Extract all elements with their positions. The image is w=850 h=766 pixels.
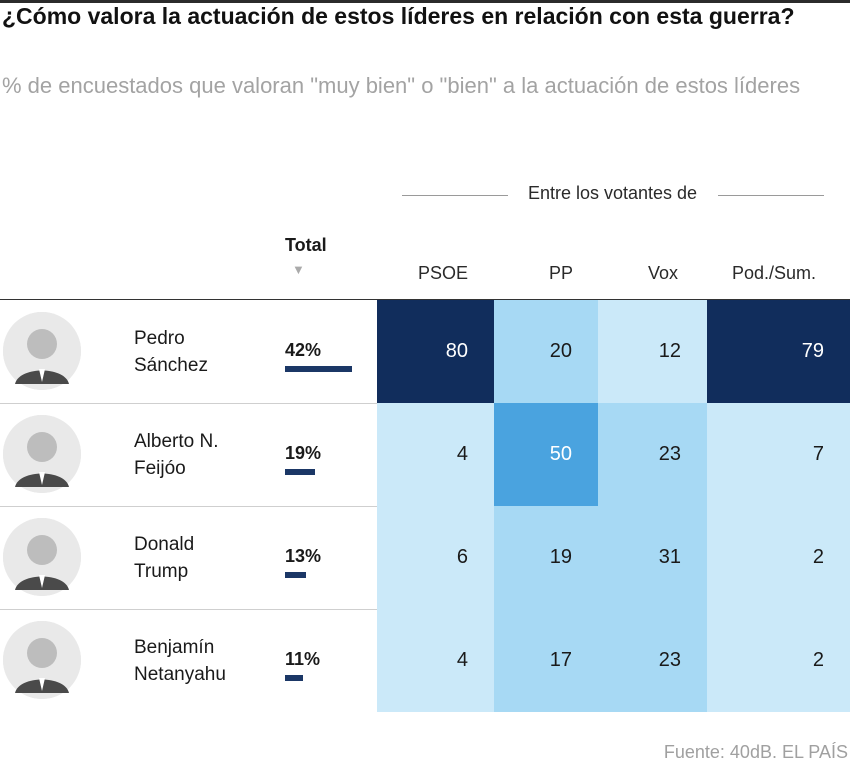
total-percent: 42% [285, 340, 322, 360]
cell-pp: 19 [494, 506, 598, 609]
column-header-psoe: PSOE [418, 263, 469, 283]
leader-name-line2: Sánchez [134, 355, 208, 376]
total-bar [285, 366, 352, 372]
total-bar [285, 469, 315, 475]
cell-value: 79 [801, 340, 824, 362]
cell-value: 2 [812, 649, 824, 671]
cell-podsum: 7 [707, 403, 850, 506]
chart-title: ¿Cómo valora la actuación de estos líder… [2, 3, 795, 29]
cell-podsum: 2 [707, 609, 850, 712]
cell-podsum: 2 [707, 506, 850, 609]
leader-name-line1: Donald [134, 534, 195, 555]
row-divider [0, 299, 850, 300]
cell-value: 4 [456, 649, 468, 671]
total-header[interactable]: Total [285, 235, 327, 255]
cell-value: 6 [456, 546, 468, 568]
cell-podsum: 79 [707, 300, 850, 403]
cell-value: 23 [658, 649, 681, 671]
column-header-podsum: Pod./Sum. [732, 263, 817, 283]
leader-name-line2: Netanyahu [134, 664, 226, 685]
cell-value: 12 [658, 340, 681, 362]
cell-value: 20 [549, 340, 572, 362]
group-rule-right [718, 195, 824, 196]
source-note: Fuente: 40dB. EL PAÍS [663, 742, 848, 762]
cell-psoe: 80 [377, 300, 494, 403]
cell-pp: 17 [494, 609, 598, 712]
cell-psoe: 4 [377, 609, 494, 712]
cell-psoe: 4 [377, 403, 494, 506]
total-percent: 11% [285, 649, 321, 669]
cell-pp: 50 [494, 403, 598, 506]
cell-value: 50 [549, 443, 572, 465]
cell-value: 19 [549, 546, 572, 568]
top-rule [0, 0, 850, 3]
cell-vox: 23 [598, 609, 707, 712]
chart-subtitle: % de encuestados que valoran "muy bien" … [2, 73, 801, 98]
leader-name-line1: Pedro [134, 328, 185, 349]
total-percent: 19% [285, 443, 322, 463]
cell-value: 7 [812, 443, 824, 465]
cell-pp: 20 [494, 300, 598, 403]
cell-psoe: 6 [377, 506, 494, 609]
leader-photo-icon [3, 312, 81, 390]
group-rule-left [402, 195, 508, 196]
cell-vox: 23 [598, 403, 707, 506]
leader-name-line2: Trump [134, 561, 189, 582]
sort-down-icon: ▼ [292, 262, 305, 277]
cell-value: 80 [445, 340, 468, 362]
leader-photo-icon [3, 518, 81, 596]
cell-value: 2 [812, 546, 824, 568]
leader-name-line1: Benjamín [134, 637, 215, 658]
cell-vox: 12 [598, 300, 707, 403]
column-header-pp: PP [549, 263, 574, 283]
group-label: Entre los votantes de [527, 183, 698, 203]
column-header-vox: Vox [648, 263, 679, 283]
cell-value: 31 [658, 546, 681, 568]
total-bar [285, 572, 306, 578]
cell-value: 23 [658, 443, 681, 465]
leader-photo-icon [3, 415, 81, 493]
leader-name-line2: Feijóo [134, 458, 186, 479]
cell-vox: 31 [598, 506, 707, 609]
total-bar [285, 675, 303, 681]
cell-value: 17 [549, 649, 572, 671]
leader-name-line1: Alberto N. [134, 431, 219, 452]
leader-photo-icon [3, 621, 81, 699]
total-percent: 13% [285, 546, 322, 566]
cell-value: 4 [456, 443, 468, 465]
